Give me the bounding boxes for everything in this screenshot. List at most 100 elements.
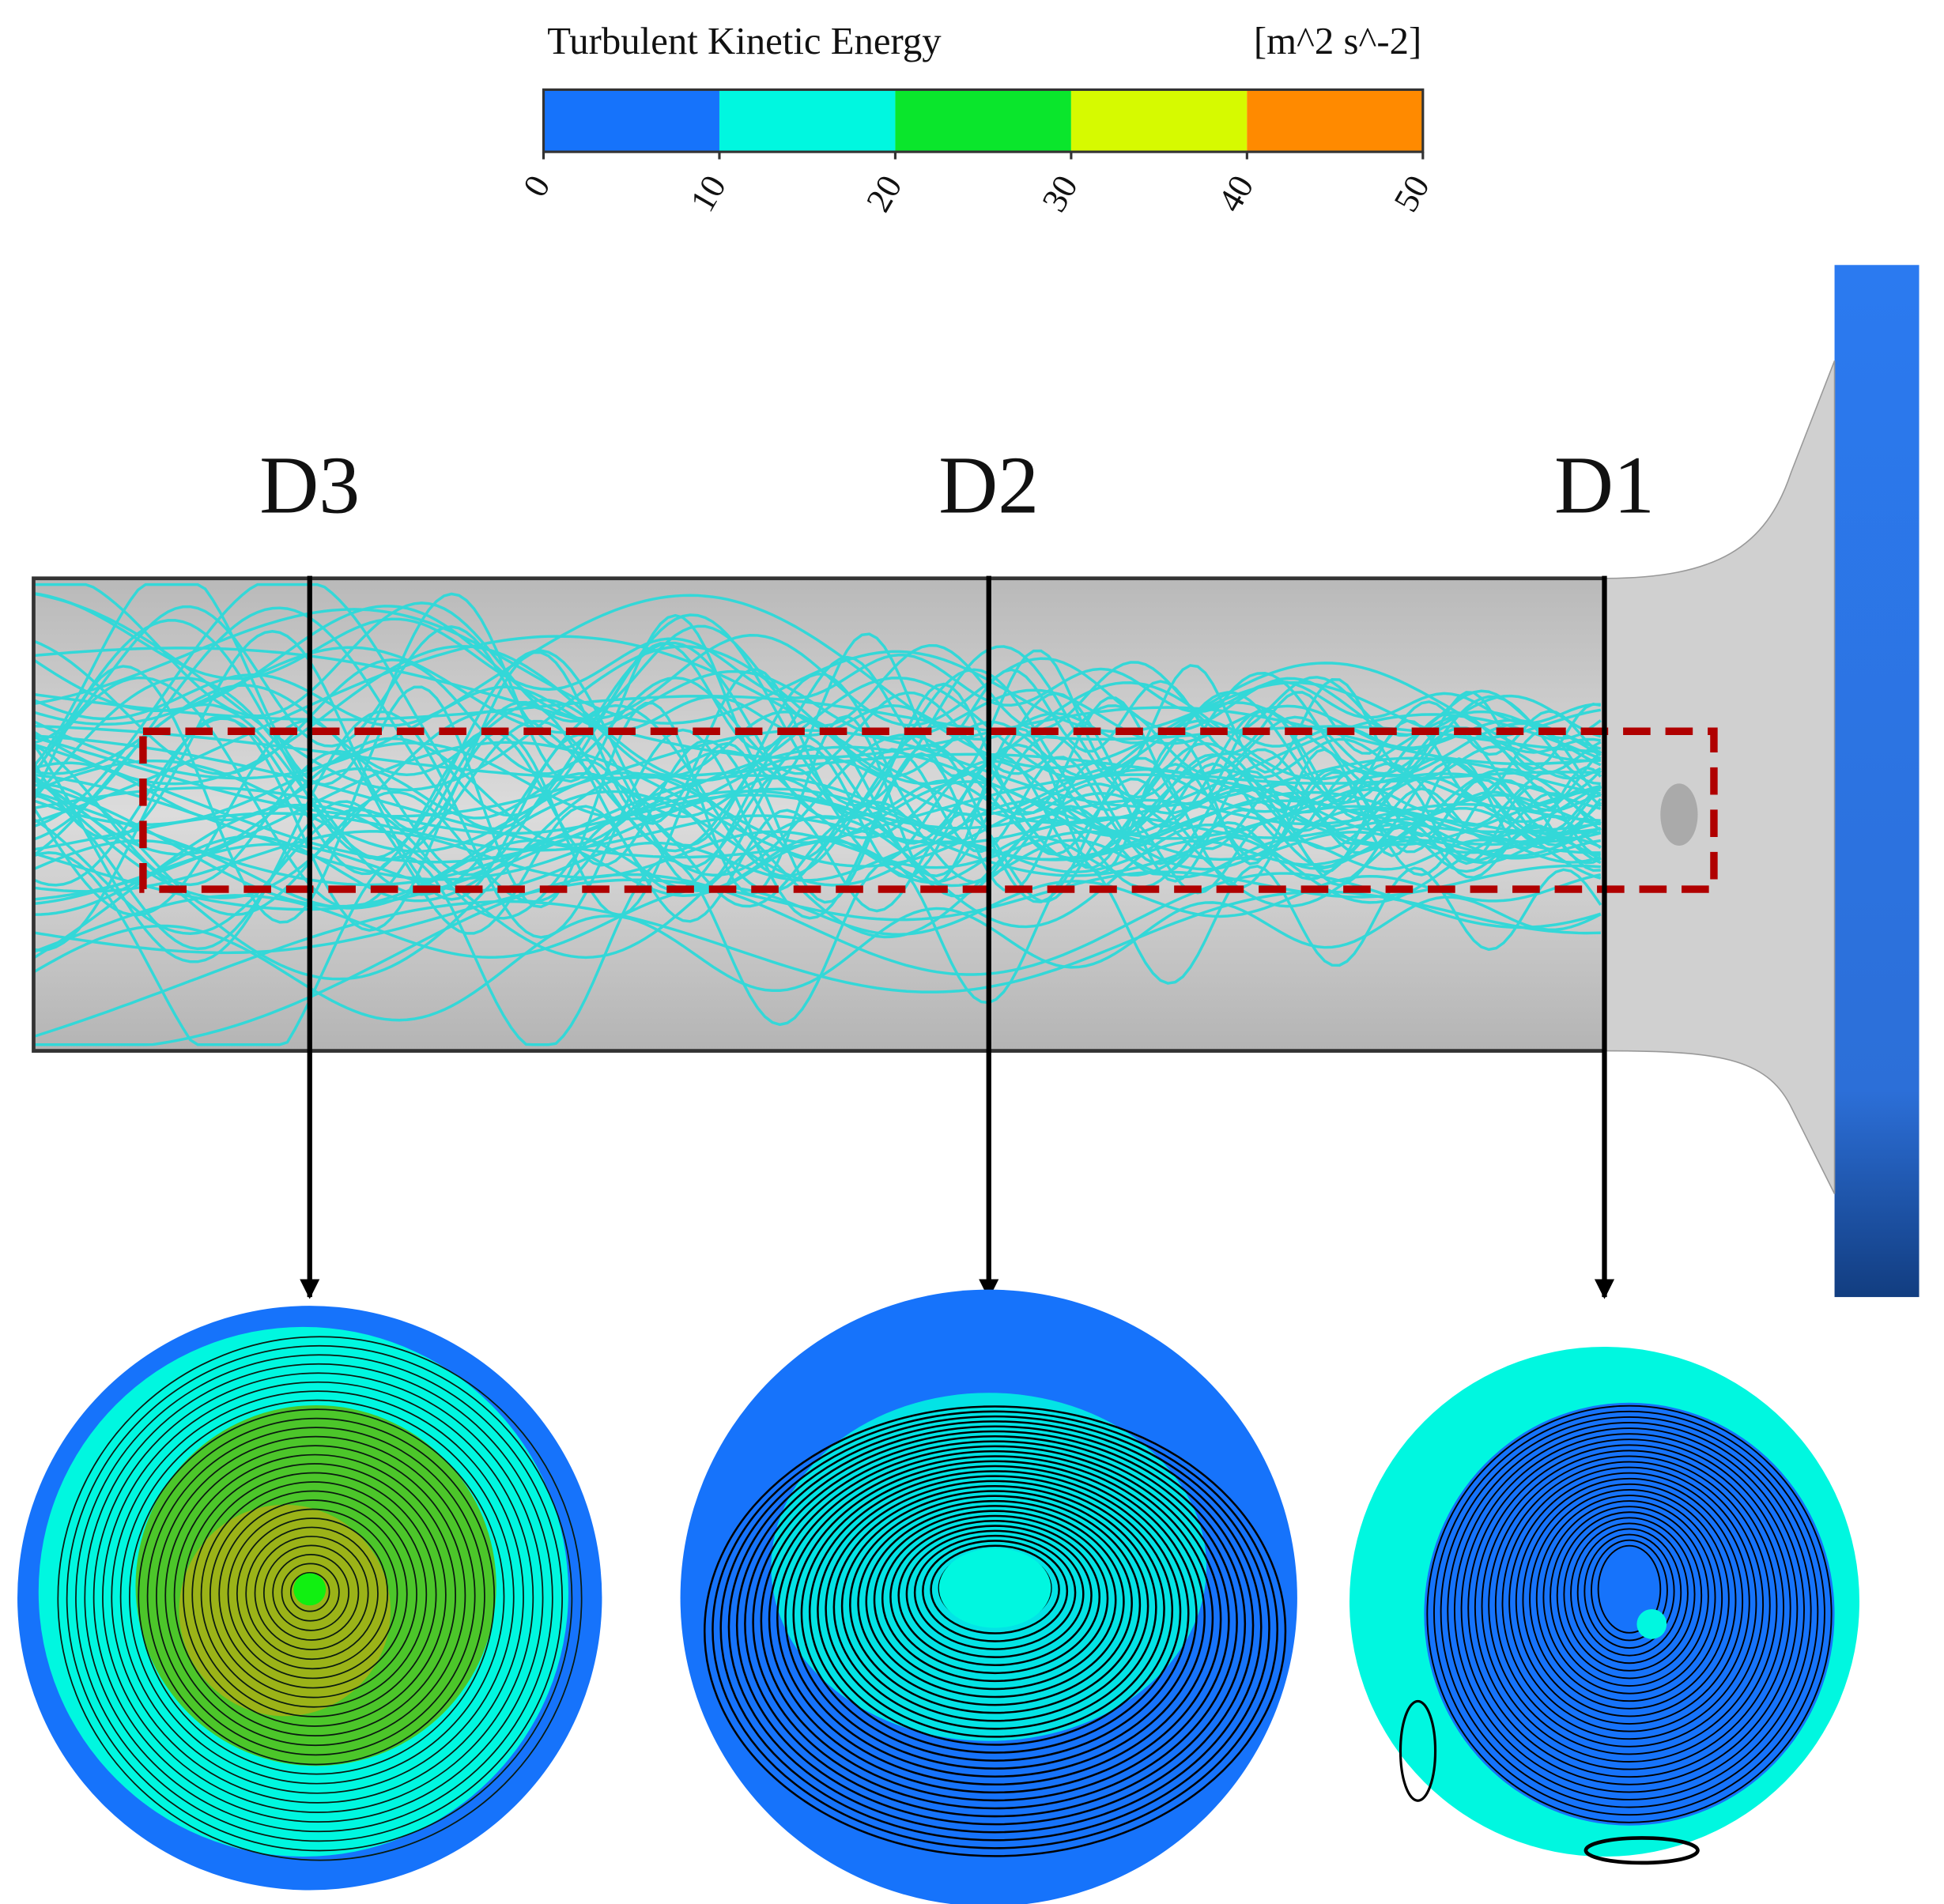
contour	[289, 1572, 330, 1612]
contour	[913, 1534, 1077, 1650]
streamline	[33, 724, 1601, 785]
contour	[1453, 1427, 1805, 1793]
contour	[66, 1344, 573, 1852]
contour	[840, 1490, 1149, 1722]
contour	[1576, 1528, 1682, 1657]
contour	[1467, 1438, 1791, 1778]
contour	[703, 1405, 1287, 1857]
contour	[1535, 1495, 1723, 1702]
contour	[881, 1514, 1109, 1683]
contour	[92, 1372, 544, 1823]
contour	[1522, 1483, 1737, 1717]
contour	[768, 1445, 1222, 1794]
contour	[1529, 1488, 1730, 1710]
streamline	[33, 895, 1602, 1022]
contour	[1501, 1466, 1757, 1740]
contour	[1570, 1522, 1689, 1665]
contour	[760, 1440, 1230, 1802]
streamline	[33, 677, 1602, 896]
contour	[1426, 1404, 1833, 1823]
contour	[889, 1520, 1101, 1675]
contour	[930, 1544, 1060, 1634]
contour	[712, 1410, 1278, 1849]
colorbar-tick-label: 50	[1386, 169, 1436, 219]
contour	[719, 1415, 1270, 1842]
contour	[164, 1445, 466, 1747]
contour	[1597, 1544, 1662, 1634]
contour	[102, 1381, 534, 1813]
colorbar-segment	[719, 89, 896, 153]
contour	[183, 1463, 447, 1727]
streamline	[33, 741, 1602, 826]
contour	[138, 1417, 496, 1775]
contour	[156, 1435, 476, 1756]
contour	[1481, 1450, 1778, 1763]
contour	[727, 1420, 1263, 1834]
contour	[111, 1390, 524, 1804]
core	[1636, 1608, 1667, 1639]
contour	[817, 1475, 1174, 1746]
contour	[849, 1495, 1142, 1714]
sections: D3 D2 D1	[17, 439, 1860, 1904]
contour	[218, 1499, 408, 1689]
colorbar-tick-label: 10	[683, 169, 734, 219]
colorbar-frame	[542, 88, 1425, 153]
nozzle-core	[1660, 783, 1698, 846]
colorbar-segment	[1070, 89, 1248, 153]
streamlines	[33, 583, 1602, 1046]
section-view	[680, 1289, 1297, 1904]
highlight-box	[139, 727, 1718, 893]
streamline	[33, 710, 1602, 899]
contour	[1508, 1472, 1750, 1732]
zone	[1424, 1402, 1835, 1826]
contour	[808, 1470, 1182, 1754]
streamline	[33, 619, 1602, 860]
nozzle	[1603, 360, 1836, 1194]
flange	[1834, 265, 1919, 1298]
contour	[1584, 1533, 1675, 1649]
contour	[129, 1408, 505, 1785]
contour	[922, 1540, 1069, 1642]
streamline	[33, 759, 1602, 853]
colorbar-tick-label: 0	[515, 169, 557, 204]
contour	[744, 1430, 1247, 1818]
colorbar-segment	[1247, 89, 1423, 153]
contour	[897, 1525, 1093, 1667]
contour	[227, 1508, 398, 1680]
colorbar: 0 10 20 30 40 50	[515, 88, 1437, 219]
colorbar-segment	[895, 89, 1071, 153]
zone	[179, 1504, 391, 1717]
streamline	[33, 605, 1602, 738]
streamline	[33, 717, 1602, 887]
contour	[254, 1536, 369, 1650]
streamline	[33, 835, 1602, 916]
contour	[1447, 1422, 1812, 1800]
section-label: D2	[938, 439, 1039, 530]
contour	[146, 1427, 485, 1766]
contour	[784, 1455, 1206, 1778]
section-label: D1	[1554, 439, 1655, 530]
colorbar-units: [m^2 s^-2]	[1254, 20, 1421, 62]
section-view	[17, 1306, 602, 1891]
section-label: D3	[259, 439, 360, 530]
colorbar-tick-label: 20	[859, 169, 909, 219]
streamline	[33, 645, 1602, 786]
colorbar-tick-label: 30	[1035, 169, 1085, 219]
section-view	[1349, 1347, 1860, 1865]
contour	[865, 1505, 1125, 1699]
contour	[57, 1336, 583, 1861]
contour	[173, 1453, 456, 1736]
contour	[792, 1460, 1198, 1770]
contour	[84, 1363, 553, 1833]
contour	[262, 1544, 360, 1641]
streamline	[33, 608, 1602, 740]
contour	[209, 1490, 417, 1699]
contour	[857, 1499, 1133, 1706]
contour	[1460, 1433, 1799, 1785]
contour	[75, 1354, 563, 1842]
contour	[119, 1399, 515, 1794]
colorbar-segment	[543, 89, 719, 153]
streamline	[33, 803, 1602, 960]
contour	[1563, 1517, 1696, 1672]
